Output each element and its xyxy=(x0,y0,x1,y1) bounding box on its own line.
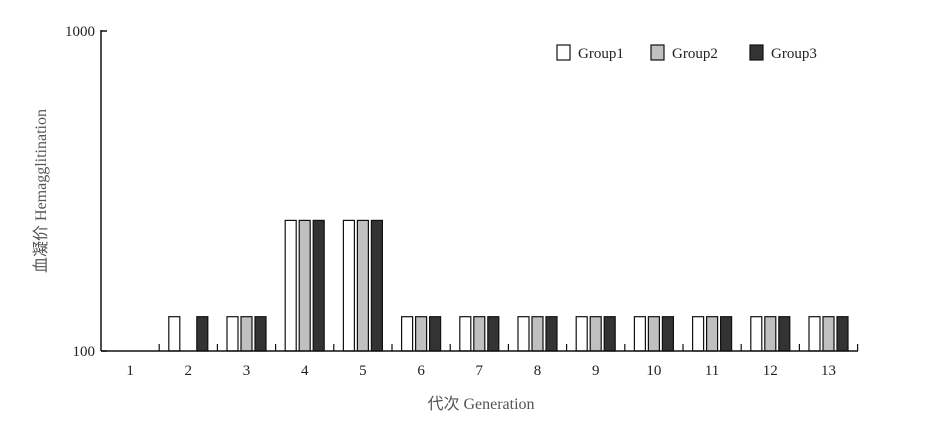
bar-group2-gen-10 xyxy=(647,316,661,352)
x-axis-title: 代次 Generation xyxy=(427,395,534,413)
y-tick-label-1000: 1000 xyxy=(65,24,95,40)
bar-group1-gen-7 xyxy=(459,316,472,352)
legend-label-group1: Group1 xyxy=(578,46,624,62)
legend-label-group3: Group3 xyxy=(771,46,817,62)
bar-group2-gen-6 xyxy=(415,316,428,352)
bar-group3-gen-13 xyxy=(836,316,849,352)
bar-group1-gen-3 xyxy=(226,316,239,352)
legend-swatch-group1 xyxy=(556,44,571,61)
bar-group3-gen-10 xyxy=(661,316,675,352)
bar-group1-gen-12 xyxy=(750,316,763,352)
bar-group2-gen-12 xyxy=(764,316,777,352)
bar-group1-gen-2 xyxy=(168,316,181,352)
bar-group3-gen-6 xyxy=(429,316,442,352)
x-tick-label-2: 2 xyxy=(185,363,193,379)
bar-group2-gen-5 xyxy=(356,219,369,352)
plot-layer xyxy=(168,219,849,352)
bar-group1-gen-13 xyxy=(808,316,821,352)
bar-group2-gen-11 xyxy=(705,316,719,352)
bar-group3-gen-9 xyxy=(603,316,616,352)
bar-group3-gen-11 xyxy=(719,316,733,352)
legend-label-group2: Group2 xyxy=(672,46,718,62)
bar-group2-gen-13 xyxy=(822,316,835,352)
x-tick-label-6: 6 xyxy=(417,363,425,379)
bar-group1-gen-10 xyxy=(633,316,647,352)
bar-group3-gen-8 xyxy=(545,316,558,352)
bar-group1-gen-11 xyxy=(691,316,705,352)
legend: Group1 Group2 Group3 xyxy=(556,44,817,62)
bar-group3-gen-4 xyxy=(312,219,325,352)
x-tick-label-8: 8 xyxy=(534,363,542,379)
bar-group1-gen-8 xyxy=(517,316,530,352)
x-tick-label-3: 3 xyxy=(243,363,251,379)
x-tick-label-5: 5 xyxy=(359,363,367,379)
bar-group1-gen-9 xyxy=(575,316,588,352)
x-tick-label-13: 13 xyxy=(821,363,836,379)
bar-group3-gen-12 xyxy=(778,316,791,352)
x-tick-label-9: 9 xyxy=(592,363,600,379)
x-tick-label-10: 10 xyxy=(646,363,661,379)
bar-group3-gen-7 xyxy=(487,316,500,352)
bar-group3-gen-3 xyxy=(254,316,267,352)
x-tick-label-4: 4 xyxy=(301,363,309,379)
bar-group1-gen-5 xyxy=(342,219,355,352)
bar-group3-gen-5 xyxy=(370,219,383,352)
bar-group2-gen-3 xyxy=(240,316,253,352)
bar-group1-gen-6 xyxy=(401,316,414,352)
y-axis-title: 血凝价 Hemagglitination xyxy=(32,109,50,273)
legend-swatch-group3 xyxy=(749,44,764,61)
bar-group1-gen-4 xyxy=(284,219,297,352)
x-tick-label-1: 1 xyxy=(126,363,134,379)
bar-group2-gen-9 xyxy=(589,316,602,352)
bar-group2-gen-7 xyxy=(473,316,486,352)
x-tick-label-7: 7 xyxy=(476,363,484,379)
x-tick-label-11: 11 xyxy=(705,363,719,379)
legend-swatch-group2 xyxy=(650,44,665,61)
bar-group2-gen-4 xyxy=(298,219,311,352)
bar-group3-gen-2 xyxy=(196,316,209,352)
y-tick-label-100: 100 xyxy=(73,344,96,360)
x-tick-label-12: 12 xyxy=(763,363,778,379)
bar-group2-gen-8 xyxy=(531,316,544,352)
